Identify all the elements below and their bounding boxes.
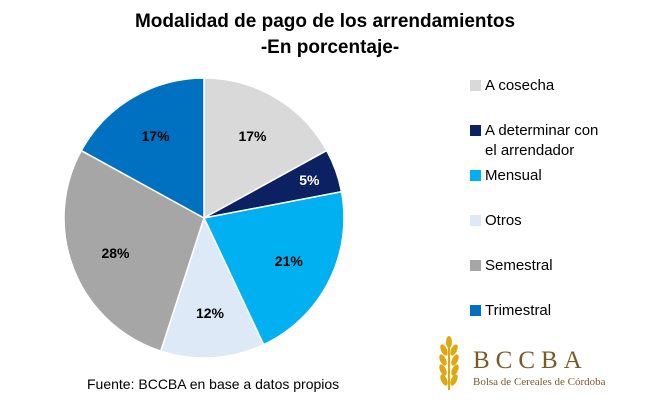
- bccba-logo: BCCBA Bolsa de Cereales de Córdoba: [439, 336, 606, 390]
- source-note: Fuente: BCCBA en base a datos propios: [87, 376, 339, 392]
- logo-name: BCCBA: [473, 347, 588, 374]
- slice-data-label: 5%: [299, 172, 320, 188]
- legend-label: Mensual: [485, 167, 542, 184]
- slice-data-label: 28%: [101, 245, 130, 261]
- legend-label: el arrendador: [485, 142, 574, 159]
- legend-label: Trimestral: [485, 302, 551, 319]
- pie-slice-a-cosecha: [203, 77, 328, 220]
- logo-subtitle: Bolsa de Cereales de Córdoba: [473, 376, 606, 388]
- legend-label: Semestral: [485, 257, 553, 274]
- slice-data-label: 17%: [142, 128, 171, 144]
- legend-swatch: [470, 215, 481, 226]
- pie-slice-semestral: [63, 149, 205, 353]
- legend-swatch: [470, 305, 481, 316]
- pie-slice-otros: [159, 215, 265, 359]
- pie-slice-labels: 17% 5% 21% 12% 28% 17%: [101, 128, 320, 321]
- pie-slices: [63, 77, 345, 359]
- pie-slice-trimestral: [80, 77, 205, 220]
- legend-swatch: [470, 125, 481, 136]
- slice-data-label: 21%: [275, 253, 304, 269]
- legend-swatch: [470, 80, 481, 91]
- legend-swatch: [470, 170, 481, 181]
- legend-label: A cosecha: [485, 77, 555, 94]
- chart-subtitle: -En porcentaje-: [261, 37, 399, 58]
- chart-title: Modalidad de pago de los arrendamientos: [135, 11, 515, 32]
- legend-label: Otros: [485, 212, 522, 229]
- slice-data-label: 17%: [238, 128, 267, 144]
- wheat-logo-icon: [439, 336, 459, 390]
- legend: A cosecha A determinar con el arrendador Me…: [470, 77, 598, 319]
- legend-label: A determinar con: [485, 122, 598, 139]
- pie-slice-mensual: [202, 190, 345, 346]
- slice-data-label: 12%: [196, 305, 225, 321]
- legend-swatch: [470, 260, 481, 271]
